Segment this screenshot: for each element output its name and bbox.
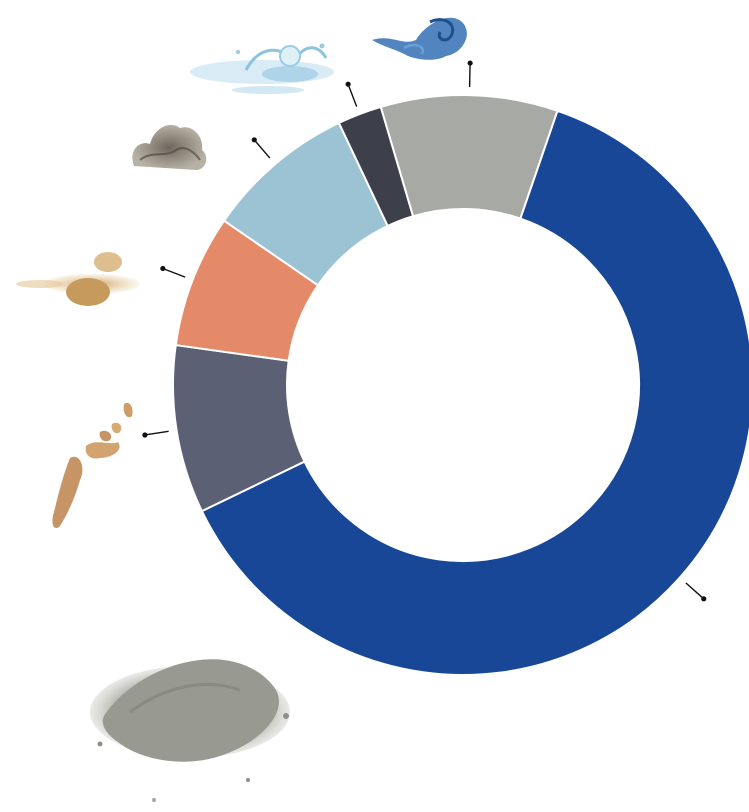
sand-pile-icon bbox=[16, 252, 140, 306]
leader-dot-insulation bbox=[251, 137, 257, 143]
slice-ash bbox=[200, 109, 749, 676]
leader-lines bbox=[142, 60, 707, 602]
wood-chips-icon bbox=[52, 402, 133, 529]
leader-line-ash bbox=[685, 582, 705, 600]
leader-line-air bbox=[468, 63, 471, 88]
ash-pile-icon bbox=[90, 659, 290, 802]
leader-line-sand bbox=[162, 267, 186, 278]
leader-dot-sand bbox=[160, 265, 166, 272]
leader-dot-ash bbox=[701, 596, 707, 602]
leader-dot-air bbox=[467, 60, 473, 66]
leader-line-water bbox=[347, 83, 358, 107]
water-splash-icon bbox=[190, 43, 334, 94]
air-swirl-icon bbox=[372, 17, 467, 60]
insulation-wool-icon bbox=[132, 124, 207, 170]
leader-line-wood-fiber bbox=[144, 430, 169, 436]
leader-dot-wood-fiber bbox=[142, 432, 148, 438]
leader-dot-water bbox=[345, 81, 351, 87]
material-icons bbox=[16, 17, 467, 802]
slice-air bbox=[379, 94, 559, 220]
leader-line-insulation bbox=[253, 139, 271, 159]
donut-slices bbox=[172, 94, 749, 676]
